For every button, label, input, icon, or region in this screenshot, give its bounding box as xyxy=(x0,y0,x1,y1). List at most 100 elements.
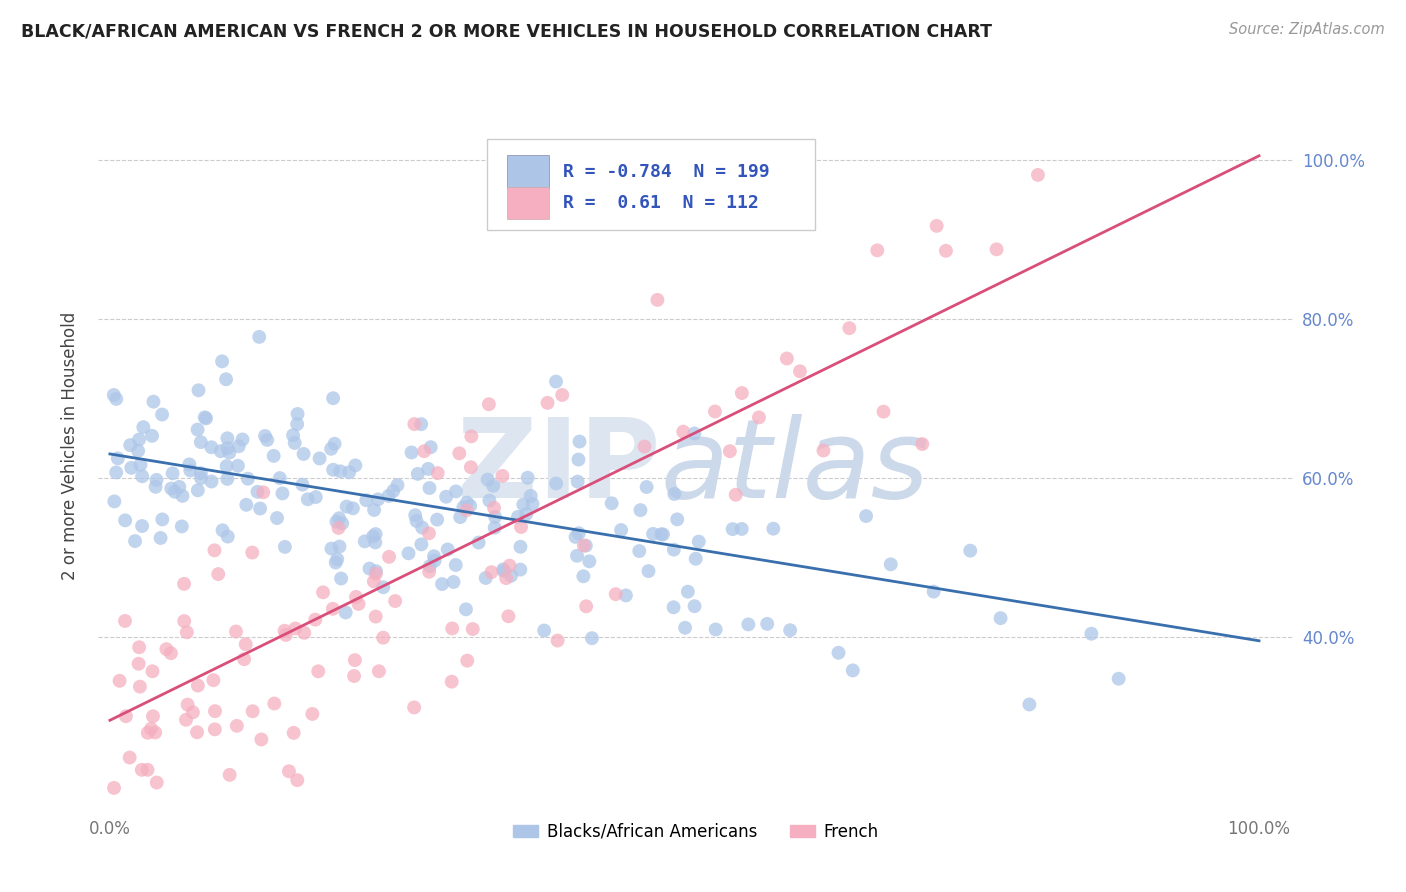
Point xyxy=(481,565,503,579)
Point xyxy=(128,640,150,655)
Point xyxy=(443,574,465,589)
Point xyxy=(581,631,603,645)
Point xyxy=(150,512,173,526)
Point xyxy=(142,709,165,723)
Point xyxy=(162,467,184,481)
Point xyxy=(478,397,501,411)
Point xyxy=(922,584,945,599)
Point xyxy=(662,600,685,615)
Point xyxy=(359,561,381,575)
Point xyxy=(636,480,658,494)
Point xyxy=(217,431,239,445)
Point xyxy=(274,628,297,642)
Point xyxy=(176,698,198,712)
Point xyxy=(568,526,591,541)
Point xyxy=(131,519,153,533)
Point xyxy=(605,587,627,601)
Point xyxy=(209,444,232,458)
Point xyxy=(308,451,330,466)
Point xyxy=(278,764,301,779)
Point xyxy=(756,616,779,631)
Point xyxy=(484,521,506,535)
Point xyxy=(325,515,347,529)
Point xyxy=(328,511,350,525)
Point xyxy=(246,484,269,499)
Point xyxy=(172,489,194,503)
Point xyxy=(482,479,505,493)
Point xyxy=(575,539,598,553)
Point xyxy=(163,484,186,499)
Point xyxy=(567,475,589,489)
Point xyxy=(458,499,481,513)
Point xyxy=(536,396,558,410)
Point xyxy=(335,606,357,620)
Text: R =  0.61  N = 112: R = 0.61 N = 112 xyxy=(564,194,759,212)
Point xyxy=(145,775,167,789)
Point xyxy=(217,530,239,544)
Point xyxy=(467,535,489,549)
Y-axis label: 2 or more Vehicles in Household: 2 or more Vehicles in Household xyxy=(60,312,79,580)
Point xyxy=(249,501,271,516)
Point xyxy=(120,438,142,452)
Point xyxy=(233,652,256,666)
Point xyxy=(285,417,308,431)
Point xyxy=(297,492,319,507)
Point xyxy=(190,466,212,480)
Point xyxy=(323,436,346,450)
Point xyxy=(150,408,173,422)
Point xyxy=(145,480,167,494)
Point xyxy=(737,617,759,632)
Point xyxy=(132,420,155,434)
Point xyxy=(482,500,505,515)
Point xyxy=(578,554,600,568)
Point xyxy=(263,697,285,711)
Point xyxy=(673,621,696,635)
Point xyxy=(510,520,533,534)
Point xyxy=(204,723,226,737)
Point xyxy=(368,665,391,679)
Point xyxy=(551,388,574,402)
Point xyxy=(367,492,389,507)
Point xyxy=(1026,168,1049,182)
Point xyxy=(170,519,193,533)
Point xyxy=(200,440,222,454)
Point xyxy=(173,577,195,591)
Point xyxy=(240,545,263,559)
Point xyxy=(231,433,253,447)
Point xyxy=(779,624,801,638)
Point xyxy=(347,597,370,611)
Point xyxy=(762,522,785,536)
Point xyxy=(187,679,209,693)
Point xyxy=(285,773,308,788)
Point xyxy=(115,709,138,723)
Point xyxy=(141,665,163,679)
Point xyxy=(204,704,226,718)
Point xyxy=(195,411,218,425)
Point xyxy=(103,494,125,508)
Point xyxy=(436,542,458,557)
Point xyxy=(456,503,478,517)
Point xyxy=(108,673,131,688)
Point xyxy=(131,469,153,483)
Point xyxy=(406,467,429,481)
Point xyxy=(411,537,433,551)
Point xyxy=(217,472,239,486)
Point xyxy=(226,458,249,473)
Point xyxy=(484,509,506,524)
Point xyxy=(676,584,699,599)
Point xyxy=(284,622,307,636)
Point xyxy=(564,530,586,544)
Point xyxy=(307,665,329,679)
FancyBboxPatch shape xyxy=(486,139,815,230)
Text: ZIP: ZIP xyxy=(457,415,661,522)
Point xyxy=(252,485,274,500)
Point xyxy=(190,471,212,485)
Point xyxy=(418,462,440,476)
Point xyxy=(880,558,903,572)
Point xyxy=(271,486,294,500)
Point xyxy=(477,473,499,487)
Point xyxy=(187,384,209,398)
Point xyxy=(128,433,150,447)
Point xyxy=(460,460,482,475)
Point xyxy=(650,527,672,541)
